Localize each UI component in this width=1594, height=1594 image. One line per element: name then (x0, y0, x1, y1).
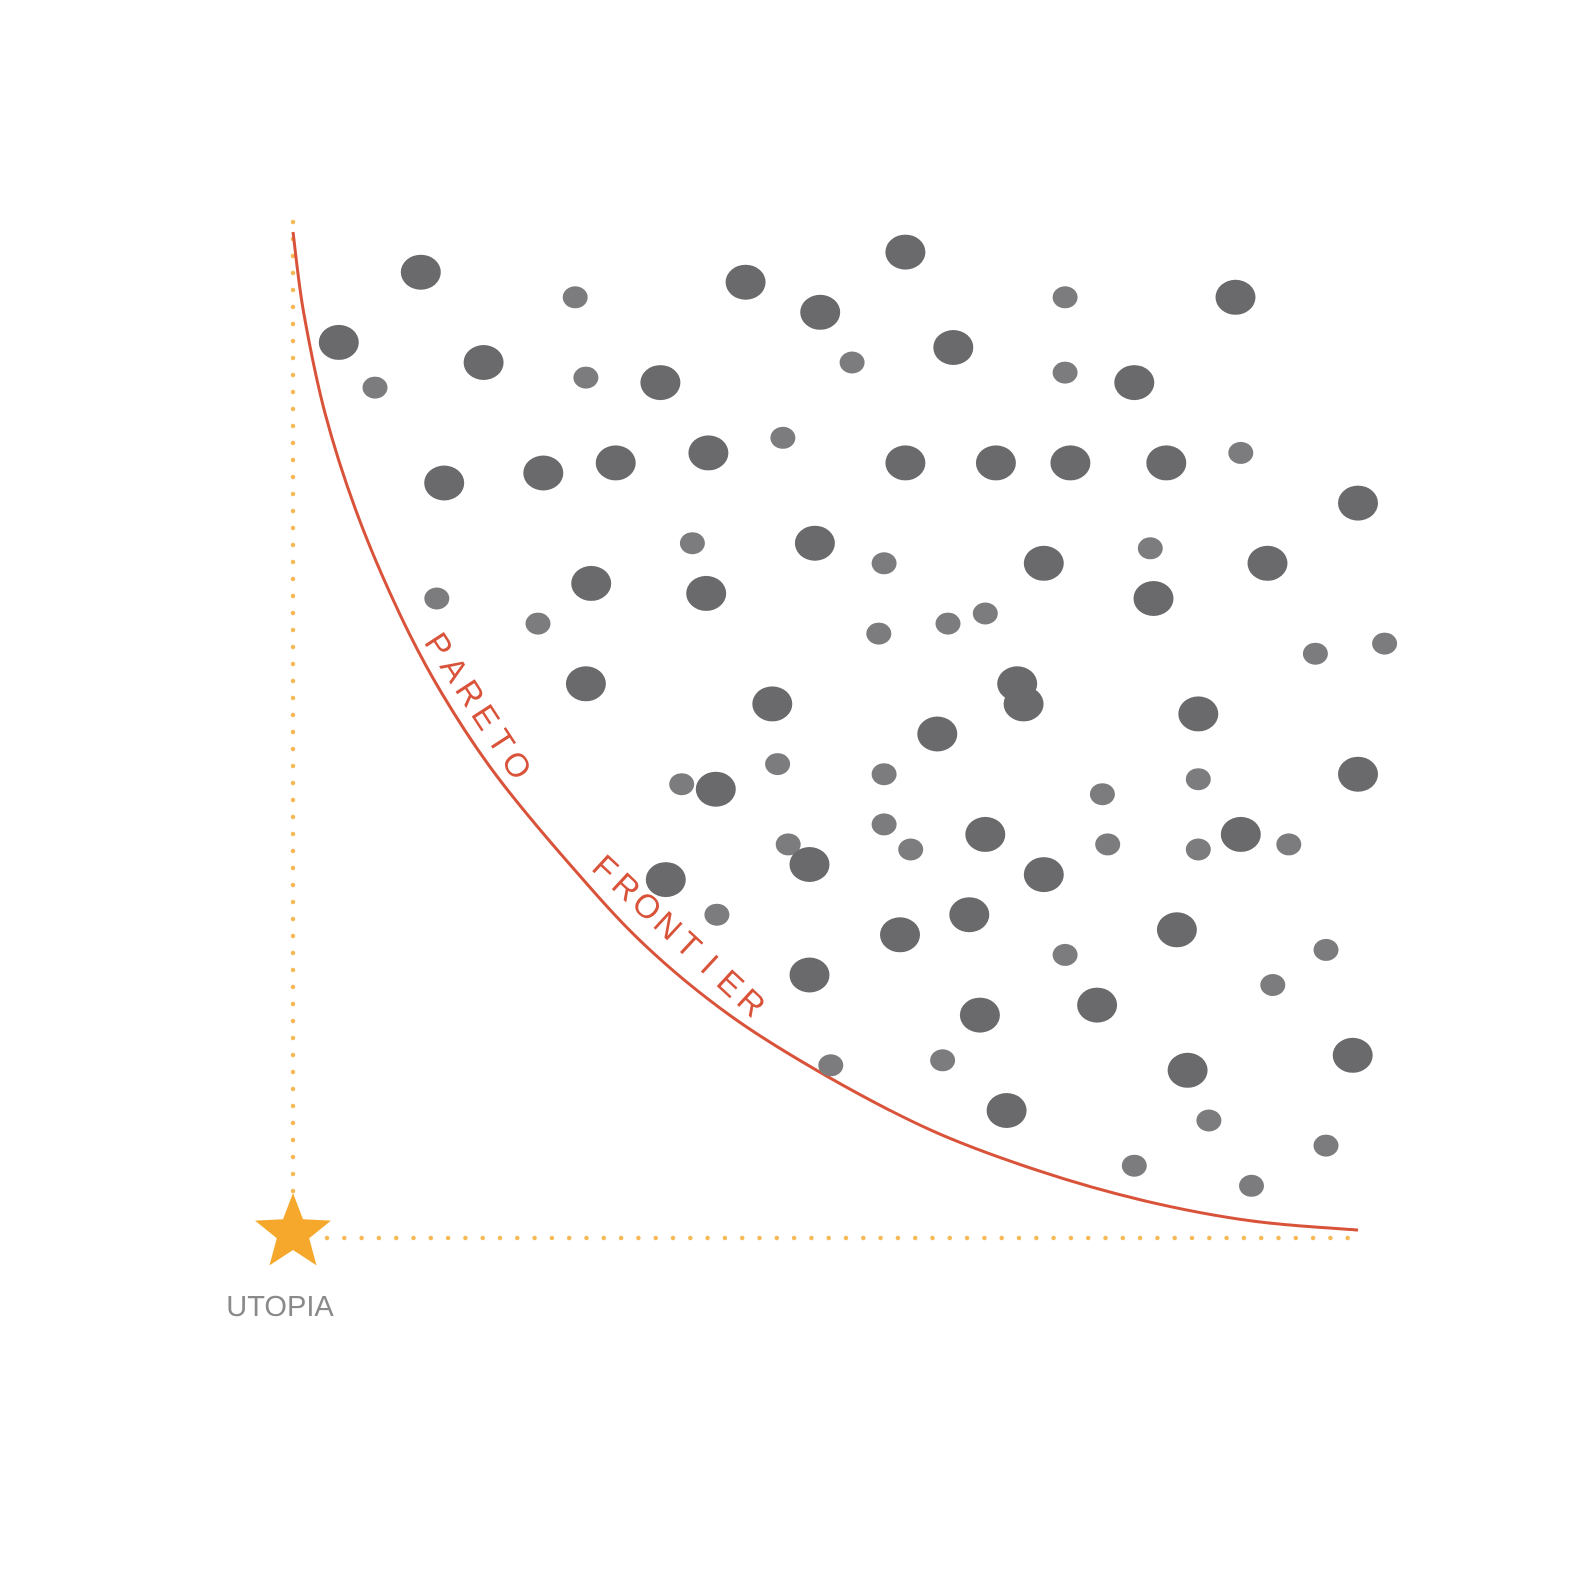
data-point (363, 377, 388, 399)
data-point (973, 603, 998, 625)
data-point (1186, 839, 1211, 861)
data-point (640, 365, 680, 400)
data-point (1090, 783, 1115, 805)
data-point (790, 958, 830, 993)
data-point (1228, 442, 1253, 464)
data-point (795, 526, 835, 561)
data-point (1314, 1135, 1339, 1157)
data-point (930, 1049, 955, 1071)
data-point (1053, 944, 1078, 966)
data-point (770, 427, 795, 449)
data-point (1260, 974, 1285, 996)
data-point (1314, 939, 1339, 961)
data-point (1114, 365, 1154, 400)
data-point (424, 588, 449, 610)
data-point (933, 330, 973, 365)
data-point (319, 325, 359, 360)
data-point (866, 623, 891, 645)
data-point (1178, 696, 1218, 731)
data-point (976, 445, 1016, 480)
data-point (1239, 1175, 1264, 1197)
data-point (949, 897, 989, 932)
data-point (1053, 286, 1078, 308)
utopia-label: UTOPIA (226, 1291, 334, 1323)
data-point (563, 286, 588, 308)
data-point (872, 552, 897, 574)
data-point (1095, 833, 1120, 855)
data-point (1216, 280, 1256, 315)
data-point (401, 255, 441, 290)
data-point (526, 613, 551, 635)
data-point (1276, 833, 1301, 855)
data-point (987, 1093, 1027, 1128)
data-point (965, 817, 1005, 852)
data-point (696, 772, 736, 807)
data-point (669, 773, 694, 795)
data-point (1186, 768, 1211, 790)
data-point (1024, 546, 1064, 581)
data-point (1050, 445, 1090, 480)
data-point (1372, 633, 1397, 655)
data-point (1303, 643, 1328, 665)
data-point (872, 813, 897, 835)
data-point (1338, 486, 1378, 521)
data-point (424, 466, 464, 501)
data-point (1053, 362, 1078, 384)
data-point (885, 445, 925, 480)
data-point (818, 1054, 843, 1076)
data-point (1077, 988, 1117, 1023)
data-point (1221, 817, 1261, 852)
data-point (1134, 581, 1174, 616)
data-point (872, 763, 897, 785)
data-point (1168, 1053, 1208, 1088)
data-point (596, 445, 636, 480)
data-point (680, 532, 705, 554)
data-point (1333, 1038, 1373, 1073)
data-point (686, 576, 726, 611)
data-point (790, 847, 830, 882)
data-point (1122, 1155, 1147, 1177)
data-point (688, 435, 728, 470)
data-point (726, 265, 766, 300)
data-point (1146, 445, 1186, 480)
data-point (765, 753, 790, 775)
data-point (752, 686, 792, 721)
data-point (571, 566, 611, 601)
data-point (960, 998, 1000, 1033)
data-point (840, 352, 865, 374)
data-point (1004, 686, 1044, 721)
data-point (464, 345, 504, 380)
data-point (573, 367, 598, 389)
data-point (1338, 757, 1378, 792)
data-point (917, 717, 957, 752)
data-point (1196, 1110, 1221, 1132)
data-point (704, 904, 729, 926)
data-point (523, 456, 563, 491)
data-point (800, 295, 840, 330)
data-point (1248, 546, 1288, 581)
data-point (898, 839, 923, 861)
data-point (885, 235, 925, 270)
data-point (880, 917, 920, 952)
data-point (1024, 857, 1064, 892)
data-point (1157, 912, 1197, 947)
data-point (1138, 537, 1163, 559)
data-point (936, 613, 961, 635)
data-point (566, 666, 606, 701)
